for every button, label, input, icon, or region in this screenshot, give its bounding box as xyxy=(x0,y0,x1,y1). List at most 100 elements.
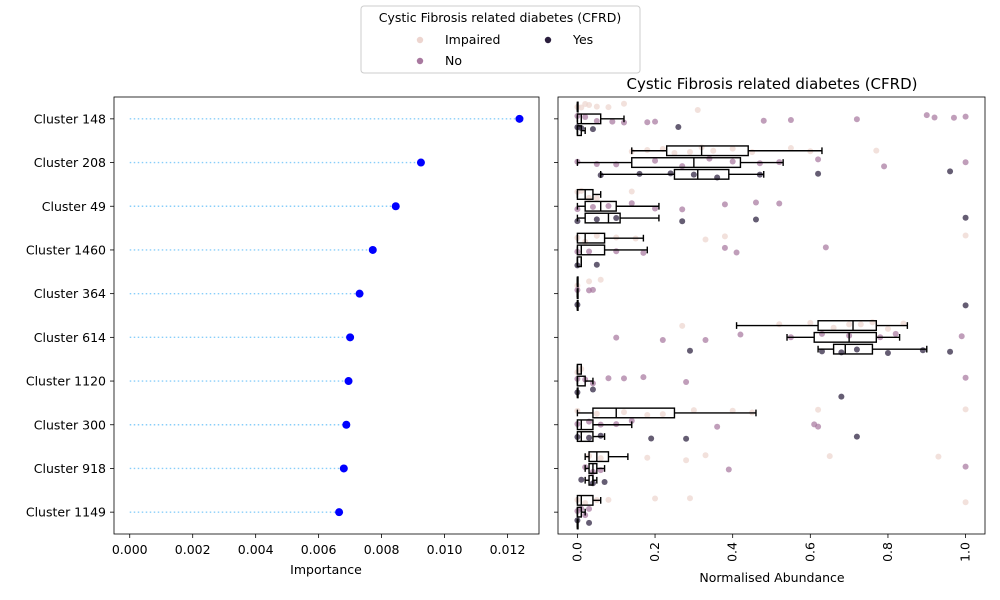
abundance-point xyxy=(752,216,759,223)
abundance-x-tick-label: 0.8 xyxy=(880,542,895,562)
legend-marker-no xyxy=(416,57,424,65)
abundance-point xyxy=(620,375,627,382)
abundance-point xyxy=(725,466,732,473)
box-body xyxy=(576,419,594,431)
abundance-point xyxy=(597,455,604,462)
abundance-point xyxy=(589,386,596,393)
abundance-point xyxy=(881,163,888,170)
abundance-point xyxy=(652,118,659,125)
abundance-chart: Cystic Fibrosis related diabetes (CFRD) … xyxy=(554,75,986,585)
abundance-point xyxy=(589,203,596,210)
abundance-point xyxy=(846,321,853,328)
abundance-point xyxy=(962,499,969,506)
abundance-point xyxy=(962,463,969,470)
abundance-point xyxy=(733,249,740,256)
importance-y-tick-label: Cluster 364 xyxy=(34,286,106,301)
abundance-point xyxy=(702,337,709,344)
importance-x-tick-label: 0.008 xyxy=(364,542,400,557)
abundance-point xyxy=(613,215,620,222)
abundance-point xyxy=(675,123,682,130)
abundance-point xyxy=(787,145,794,152)
abundance-point xyxy=(679,218,686,225)
legend-label-yes: Yes xyxy=(572,32,593,47)
abundance-point xyxy=(950,114,957,121)
abundance-point xyxy=(648,435,655,442)
abundance-point xyxy=(714,423,721,430)
box-body xyxy=(665,145,749,157)
abundance-point xyxy=(586,278,593,285)
abundance-x-tick-label: 1.0 xyxy=(958,542,973,562)
box-body xyxy=(832,343,874,355)
importance-marker xyxy=(416,158,425,167)
abundance-point xyxy=(659,411,666,418)
importance-marker xyxy=(391,202,400,211)
box-body xyxy=(576,232,606,244)
abundance-point xyxy=(605,203,612,210)
box-body xyxy=(631,157,742,169)
abundance-point xyxy=(593,103,600,110)
abundance-point xyxy=(935,453,942,460)
abundance-point xyxy=(962,302,969,309)
abundance-point xyxy=(818,330,825,337)
abundance-boxes xyxy=(576,101,928,530)
importance-y-tick-label: Cluster 49 xyxy=(42,199,106,214)
abundance-point xyxy=(818,348,825,355)
abundance-point xyxy=(605,375,612,382)
abundance-point xyxy=(873,147,880,154)
abundance-point xyxy=(694,107,701,114)
abundance-point xyxy=(628,188,635,195)
importance-marker xyxy=(339,464,348,473)
abundance-point xyxy=(962,214,969,221)
abundance-point xyxy=(628,200,635,207)
abundance-point xyxy=(721,201,728,208)
abundance-plot-frame xyxy=(557,96,986,535)
abundance-point xyxy=(721,233,728,240)
abundance-point xyxy=(962,406,969,413)
abundance-point xyxy=(679,163,686,170)
legend: Cystic Fibrosis related diabetes (CFRD) … xyxy=(360,5,641,74)
abundance-point xyxy=(710,147,717,154)
abundance-point xyxy=(947,168,954,175)
legend-title: Cystic Fibrosis related diabetes (CFRD) xyxy=(379,10,621,25)
box-body xyxy=(584,212,621,224)
abundance-point xyxy=(679,322,686,329)
abundance-point xyxy=(702,236,709,243)
abundance-point xyxy=(586,194,593,201)
abundance-point xyxy=(787,116,794,123)
importance-y-axis: Cluster 148 Cluster 208 Cluster 49 Cluster … xyxy=(26,111,114,520)
abundance-x-tick-label: 0.2 xyxy=(647,542,662,562)
abundance-point xyxy=(822,244,829,251)
abundance-point xyxy=(853,116,860,123)
abundance-point xyxy=(597,276,604,283)
abundance-point xyxy=(628,417,635,424)
abundance-point xyxy=(605,104,612,111)
abundance-point xyxy=(857,321,864,328)
abundance-point xyxy=(593,261,600,268)
abundance-point xyxy=(586,434,593,441)
abundance-point xyxy=(690,171,697,178)
importance-marker xyxy=(346,333,355,342)
abundance-point xyxy=(605,496,612,503)
abundance-point xyxy=(582,114,589,121)
abundance-point xyxy=(807,319,814,326)
abundance-point xyxy=(593,117,600,124)
abundance-point xyxy=(815,423,822,430)
abundance-point xyxy=(884,325,891,332)
abundance-chart-title: Cystic Fibrosis related diabetes (CFRD) xyxy=(627,75,918,93)
abundance-point xyxy=(686,148,693,155)
abundance-point xyxy=(947,348,954,355)
importance-y-tick-label: Cluster 1120 xyxy=(26,374,106,389)
abundance-point xyxy=(609,118,616,125)
abundance-point xyxy=(578,476,585,483)
abundance-point xyxy=(683,457,690,464)
abundance-point xyxy=(586,248,593,255)
importance-markers xyxy=(335,114,524,517)
abundance-x-tick-label: 0.4 xyxy=(725,542,740,562)
abundance-x-axis-label: Normalised Abundance xyxy=(699,570,845,585)
abundance-point xyxy=(958,333,965,340)
abundance-point xyxy=(593,410,600,417)
box-body xyxy=(576,113,602,125)
abundance-point xyxy=(838,393,845,400)
importance-marker xyxy=(355,289,364,298)
